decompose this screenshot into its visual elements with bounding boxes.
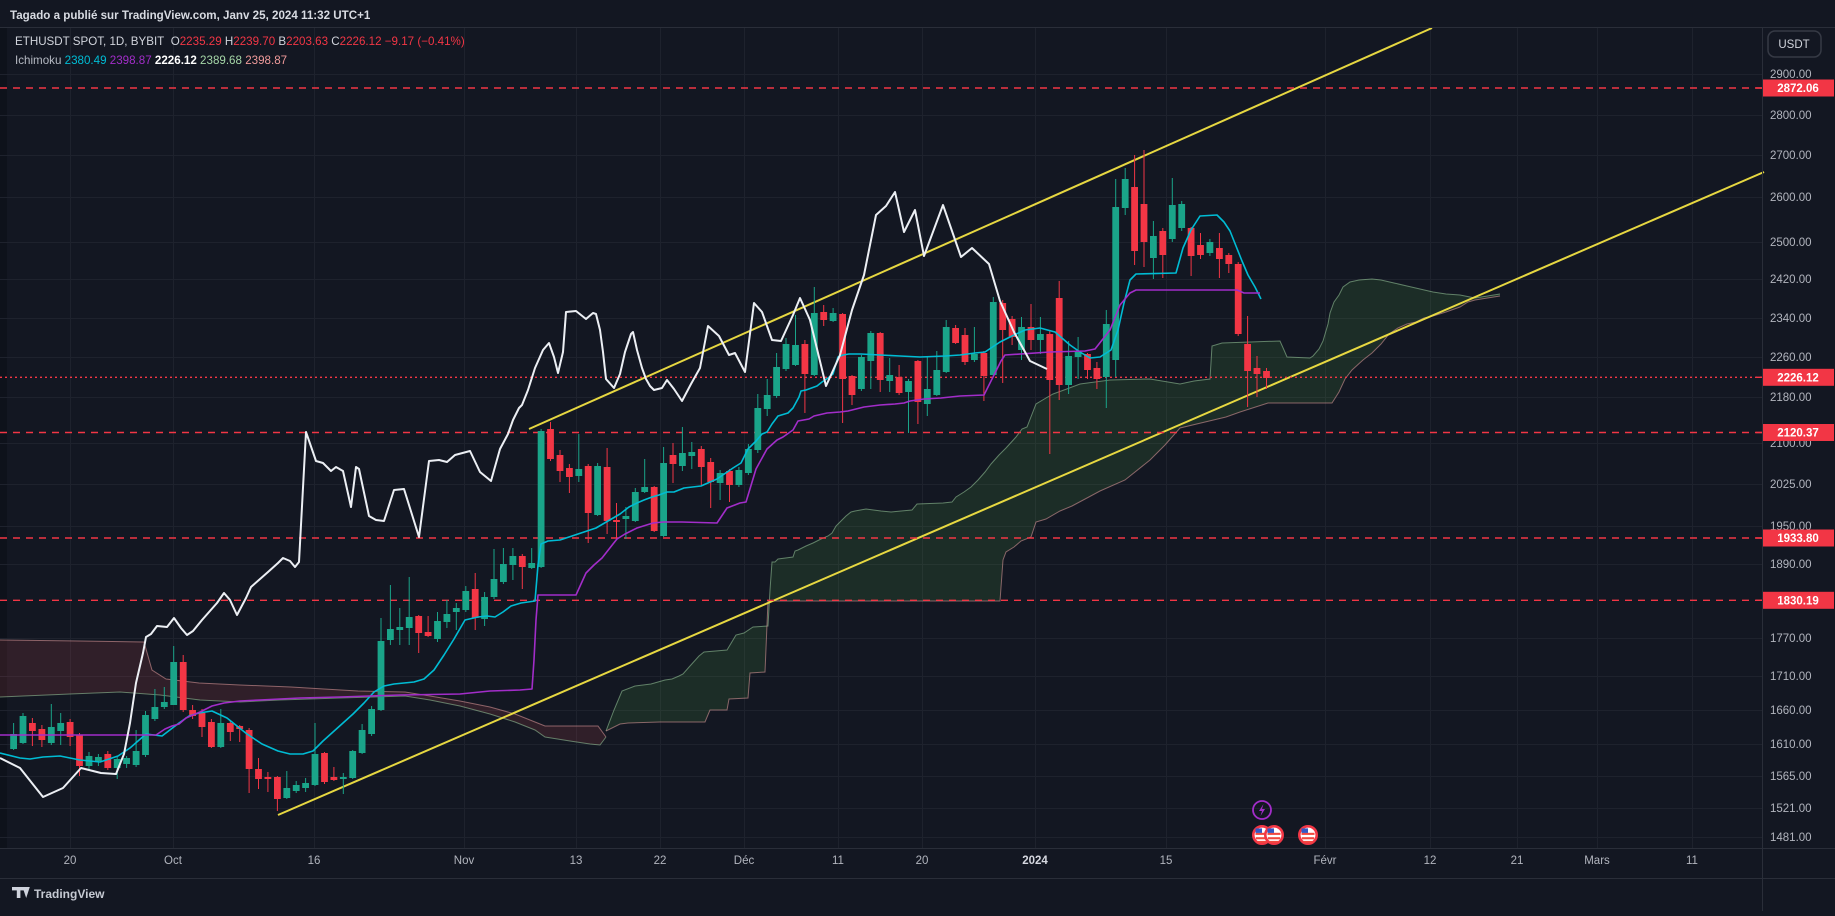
svg-text:ETHUSDT SPOT, 1D, BYBIT O2235: ETHUSDT SPOT, 1D, BYBIT O2235.29 H2239.7… (15, 35, 465, 48)
svg-text:15: 15 (1160, 855, 1173, 867)
svg-text:1481.00: 1481.00 (1770, 832, 1812, 844)
svg-text:2226.12: 2226.12 (1777, 372, 1819, 384)
svg-text:Févr: Févr (1314, 855, 1337, 867)
svg-text:1610.00: 1610.00 (1770, 739, 1812, 751)
svg-text:Nov: Nov (454, 855, 475, 867)
svg-text:12: 12 (1424, 855, 1437, 867)
svg-text:20: 20 (916, 855, 929, 867)
svg-text:20: 20 (64, 855, 77, 867)
svg-text:2872.06: 2872.06 (1777, 83, 1819, 95)
svg-text:1933.80: 1933.80 (1777, 533, 1819, 545)
svg-text:2420.00: 2420.00 (1770, 274, 1812, 286)
svg-text:1770.00: 1770.00 (1770, 633, 1812, 645)
svg-text:21: 21 (1511, 855, 1524, 867)
svg-text:1710.00: 1710.00 (1770, 671, 1812, 683)
svg-text:13: 13 (570, 855, 583, 867)
svg-text:2600.00: 2600.00 (1770, 192, 1812, 204)
svg-text:1830.19: 1830.19 (1777, 595, 1819, 607)
svg-text:Ichimoku 2380.49 2398.87 2226.: Ichimoku 2380.49 2398.87 2226.12 2389.68… (15, 54, 287, 67)
svg-text:2260.00: 2260.00 (1770, 352, 1812, 364)
svg-text:2024: 2024 (1022, 855, 1048, 867)
svg-text:Mars: Mars (1584, 855, 1610, 867)
svg-text:Déc: Déc (734, 855, 755, 867)
svg-text:2700.00: 2700.00 (1770, 150, 1812, 162)
svg-text:Oct: Oct (164, 855, 183, 867)
svg-text:USDT: USDT (1778, 39, 1809, 51)
svg-text:11: 11 (1686, 855, 1698, 867)
svg-text:22: 22 (654, 855, 667, 867)
svg-text:2500.00: 2500.00 (1770, 237, 1812, 249)
svg-text:11: 11 (832, 855, 844, 867)
svg-text:2120.37: 2120.37 (1777, 428, 1819, 440)
svg-text:2340.00: 2340.00 (1770, 313, 1812, 325)
svg-text:1565.00: 1565.00 (1770, 771, 1812, 783)
svg-text:2800.00: 2800.00 (1770, 110, 1812, 122)
svg-text:2900.00: 2900.00 (1770, 69, 1812, 81)
svg-text:1890.00: 1890.00 (1770, 559, 1812, 571)
svg-text:TradingView: TradingView (34, 887, 105, 901)
svg-text:2180.00: 2180.00 (1770, 392, 1812, 404)
svg-text:1521.00: 1521.00 (1770, 803, 1812, 815)
svg-text:Tagado a publié sur TradingVie: Tagado a publié sur TradingView.com, Jan… (10, 9, 371, 22)
svg-text:1660.00: 1660.00 (1770, 705, 1812, 717)
svg-text:16: 16 (308, 855, 321, 867)
svg-text:2025.00: 2025.00 (1770, 479, 1812, 491)
